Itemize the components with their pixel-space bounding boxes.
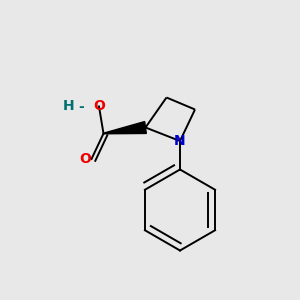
Polygon shape: [103, 122, 146, 134]
Text: H: H: [63, 100, 75, 113]
Text: N: N: [174, 134, 186, 148]
Text: O: O: [93, 100, 105, 113]
Text: O: O: [80, 152, 92, 166]
Text: -: -: [78, 100, 84, 113]
